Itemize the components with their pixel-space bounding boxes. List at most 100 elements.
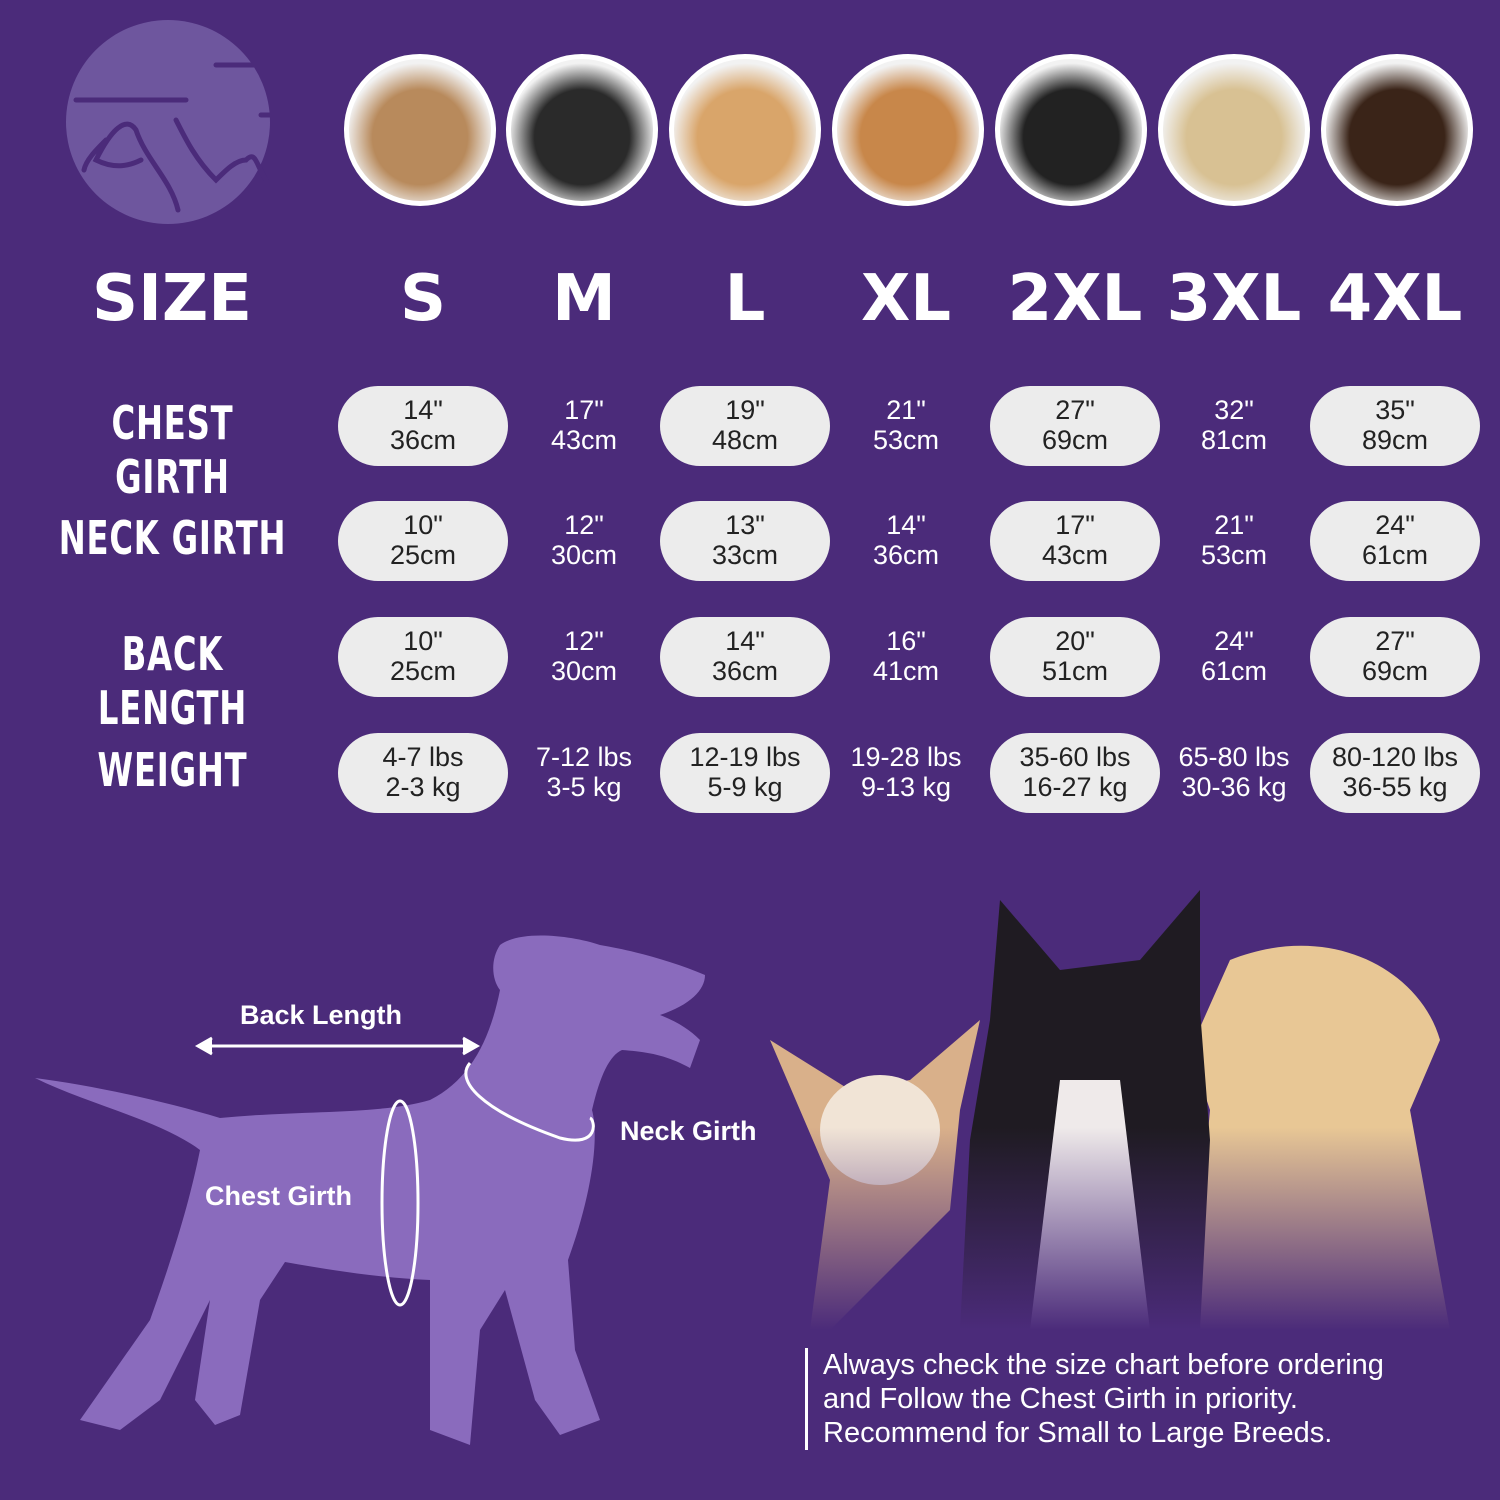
table-cell: 80-120 lbs 36-55 kg bbox=[1310, 733, 1480, 813]
breed-photo-cocker-spaniel bbox=[669, 54, 821, 206]
cell-line-2: 36cm bbox=[711, 656, 779, 686]
cell-line-2: 36-55 kg bbox=[1342, 772, 1448, 802]
cell-line-1: 14" bbox=[886, 510, 926, 540]
table-cell: 24" 61cm bbox=[1149, 617, 1319, 697]
table-cell: 14" 36cm bbox=[660, 617, 830, 697]
note-line: and Follow the Chest Girth in priority. bbox=[823, 1383, 1298, 1415]
cell-line-2: 51cm bbox=[1041, 656, 1109, 686]
cell-line-2: 5-9 kg bbox=[707, 772, 783, 802]
cell-line-1: 27" bbox=[1055, 395, 1095, 425]
cell-line-2: 33cm bbox=[711, 540, 779, 570]
cell-line-2: 25cm bbox=[389, 656, 457, 686]
cell-line-1: 80-120 lbs bbox=[1331, 742, 1459, 772]
cell-line-1: 4-7 lbs bbox=[382, 742, 464, 772]
size-header-0: S bbox=[399, 262, 447, 336]
table-cell: 14" 36cm bbox=[821, 501, 991, 581]
table-cell: 17" 43cm bbox=[990, 501, 1160, 581]
table-cell: 12" 30cm bbox=[499, 617, 669, 697]
cell-line-1: 65-80 lbs bbox=[1178, 742, 1290, 772]
table-cell: 10" 25cm bbox=[338, 617, 508, 697]
cell-line-2: 36cm bbox=[872, 540, 940, 570]
cell-line-2: 30cm bbox=[550, 656, 618, 686]
size-advice-note: Always check the size chart before order… bbox=[805, 1348, 1384, 1450]
table-cell: 27" 69cm bbox=[1310, 617, 1480, 697]
cell-line-1: 21" bbox=[1214, 510, 1254, 540]
dog-measurement-diagram bbox=[35, 935, 705, 1445]
table-cell: 13" 33cm bbox=[660, 501, 830, 581]
chest-girth-label: Chest Girth bbox=[205, 1181, 353, 1211]
cell-line-2: 3-5 kg bbox=[546, 772, 622, 802]
breed-photo-beagle bbox=[832, 54, 984, 206]
cell-line-2: 43cm bbox=[1041, 540, 1109, 570]
breed-photo-labrador bbox=[1158, 54, 1310, 206]
cell-line-2: 2-3 kg bbox=[385, 772, 461, 802]
cell-line-2: 89cm bbox=[1361, 425, 1429, 455]
table-cell: 4-7 lbs 2-3 kg bbox=[338, 733, 508, 813]
table-cell: 16" 41cm bbox=[821, 617, 991, 697]
cell-line-2: 69cm bbox=[1041, 425, 1109, 455]
size-header-4: 2XL bbox=[1007, 262, 1143, 336]
cell-line-2: 25cm bbox=[389, 540, 457, 570]
note-line: Always check the size chart before order… bbox=[823, 1349, 1384, 1381]
cell-line-1: 19-28 lbs bbox=[850, 742, 962, 772]
cell-line-2: 69cm bbox=[1361, 656, 1429, 686]
breed-photo-shih-tzu bbox=[344, 54, 496, 206]
neck-girth-ring bbox=[464, 1062, 595, 1142]
cell-line-1: 21" bbox=[886, 395, 926, 425]
cell-line-1: 10" bbox=[403, 510, 443, 540]
row-label: CHEST GIRTH bbox=[111, 396, 234, 504]
cell-line-2: 53cm bbox=[1200, 540, 1268, 570]
size-header-1: M bbox=[552, 262, 616, 336]
cell-line-1: 35-60 lbs bbox=[1019, 742, 1131, 772]
size-header-label: SIZE bbox=[91, 262, 253, 336]
table-cell: 14" 36cm bbox=[338, 386, 508, 466]
cell-line-1: 17" bbox=[1055, 510, 1095, 540]
cell-line-2: 53cm bbox=[872, 425, 940, 455]
cell-line-1: 14" bbox=[725, 626, 765, 656]
note-line: Recommend for Small to Large Breeds. bbox=[823, 1417, 1333, 1449]
cell-line-2: 9-13 kg bbox=[860, 772, 952, 802]
breed-photo-boston-terrier bbox=[506, 54, 658, 206]
table-cell: 20" 51cm bbox=[990, 617, 1160, 697]
cell-line-1: 10" bbox=[403, 626, 443, 656]
table-cell: 21" 53cm bbox=[1149, 501, 1319, 581]
row-label: BACK LENGTH bbox=[97, 627, 248, 735]
cell-line-2: 61cm bbox=[1200, 656, 1268, 686]
cell-line-2: 48cm bbox=[711, 425, 779, 455]
dog-cat-logo-icon bbox=[73, 62, 339, 213]
table-cell: 35" 89cm bbox=[1310, 386, 1480, 466]
neck-girth-label: Neck Girth bbox=[620, 1116, 757, 1146]
size-header-2: L bbox=[724, 262, 766, 336]
size-header-6: 4XL bbox=[1327, 262, 1463, 336]
cell-line-1: 13" bbox=[725, 510, 765, 540]
table-cell: 19-28 lbs 9-13 kg bbox=[821, 733, 991, 813]
cell-line-1: 12" bbox=[564, 510, 604, 540]
cell-line-1: 7-12 lbs bbox=[535, 742, 633, 772]
table-cell: 19" 48cm bbox=[660, 386, 830, 466]
table-cell: 17" 43cm bbox=[499, 386, 669, 466]
cell-line-1: 16" bbox=[886, 626, 926, 656]
table-cell: 12" 30cm bbox=[499, 501, 669, 581]
logo bbox=[66, 20, 339, 224]
row-label: WEIGHT bbox=[97, 743, 248, 797]
table-cell: 65-80 lbs 30-36 kg bbox=[1149, 733, 1319, 813]
cell-line-1: 20" bbox=[1055, 626, 1095, 656]
cell-line-1: 32" bbox=[1214, 395, 1254, 425]
breed-photo-border-collie bbox=[995, 54, 1147, 206]
cell-line-2: 16-27 kg bbox=[1022, 772, 1128, 802]
size-header-5: 3XL bbox=[1166, 262, 1302, 336]
cell-line-2: 36cm bbox=[389, 425, 457, 455]
table-cell: 27" 69cm bbox=[990, 386, 1160, 466]
table-cell: 24" 61cm bbox=[1310, 501, 1480, 581]
table-cell: 32" 81cm bbox=[1149, 386, 1319, 466]
table-cell: 35-60 lbs 16-27 kg bbox=[990, 733, 1160, 813]
cell-line-1: 14" bbox=[403, 395, 443, 425]
cell-line-1: 17" bbox=[564, 395, 604, 425]
cell-line-1: 19" bbox=[725, 395, 765, 425]
chest-girth-ring bbox=[380, 1099, 420, 1307]
table-cell: 21" 53cm bbox=[821, 386, 991, 466]
back-length-label: Back Length bbox=[240, 1000, 403, 1030]
cell-line-2: 61cm bbox=[1361, 540, 1429, 570]
dog-silhouette bbox=[35, 935, 705, 1445]
cell-line-1: 24" bbox=[1375, 510, 1415, 540]
